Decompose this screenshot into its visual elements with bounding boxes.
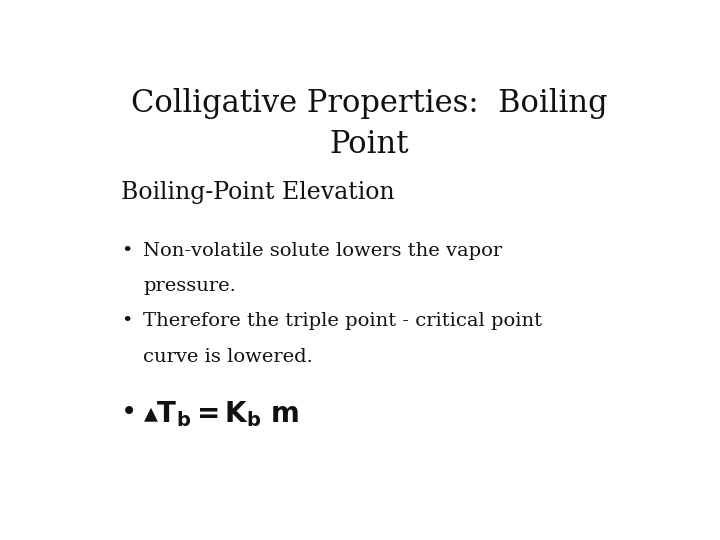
Text: $\mathbf{\blacktriangle T_{b} = K_{b}\ m}$: $\mathbf{\blacktriangle T_{b} = K_{b}\ m… <box>143 400 299 429</box>
Text: Point: Point <box>329 129 409 160</box>
Text: Colligative Properties:  Boiling: Colligative Properties: Boiling <box>131 87 607 119</box>
Text: •: • <box>121 400 137 427</box>
Text: Therefore the triple point - critical point: Therefore the triple point - critical po… <box>143 312 542 330</box>
Text: Non-volatile solute lowers the vapor: Non-volatile solute lowers the vapor <box>143 241 502 260</box>
Text: Boiling-Point Elevation: Boiling-Point Elevation <box>121 181 395 204</box>
Text: pressure.: pressure. <box>143 277 236 295</box>
Text: •: • <box>121 312 132 330</box>
Text: curve is lowered.: curve is lowered. <box>143 348 313 366</box>
Text: •: • <box>121 241 132 260</box>
